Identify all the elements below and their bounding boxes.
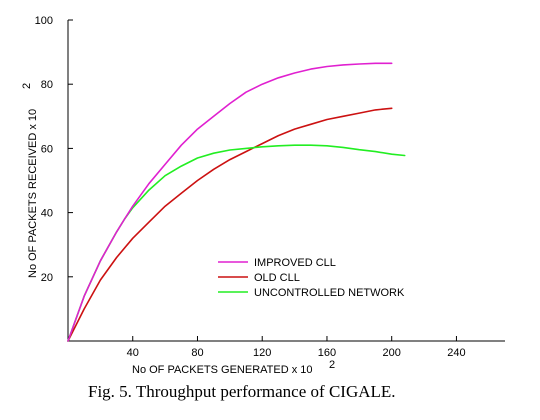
legend-label: OLD CLL — [254, 272, 300, 284]
series-line-uncontrolled-network — [67, 144, 406, 342]
y-tick-label: 20 — [41, 272, 53, 284]
series-line-old-cll — [67, 107, 393, 342]
y-tick-label: 40 — [41, 208, 53, 220]
x-tick-label: 240 — [447, 347, 465, 359]
axes — [67, 19, 505, 342]
legend: IMPROVED CLL OLD CLL UNCONTROLLED NETWORK — [218, 257, 405, 299]
series-line-improved-cll — [67, 62, 393, 342]
legend-label: UNCONTROLLED NETWORK — [254, 287, 405, 299]
legend-label: IMPROVED CLL — [254, 257, 336, 269]
tick-labels: 40 80 120 160 200 240 20 40 60 80 100 — [35, 15, 466, 359]
y-tick-label: 80 — [41, 79, 53, 91]
y-axis-label: No OF PACKETS RECEIVED x 10 — [27, 109, 39, 278]
figure-caption: Fig. 5. Throughput performance of CIGALE… — [88, 382, 396, 401]
x-tick-label: 120 — [253, 347, 271, 359]
x-tick-label: 40 — [127, 347, 139, 359]
x-axis-label-exponent: 2 — [329, 359, 335, 371]
x-tick-label: 80 — [191, 347, 203, 359]
y-tick-label: 100 — [35, 15, 53, 27]
x-tick-label: 160 — [318, 347, 336, 359]
y-axis-label-exponent: 2 — [21, 83, 33, 89]
series-layer — [67, 62, 406, 342]
y-tick-label: 60 — [41, 143, 53, 155]
x-axis-label: No OF PACKETS GENERATED x 10 — [132, 364, 313, 376]
x-tick-label: 200 — [383, 347, 401, 359]
